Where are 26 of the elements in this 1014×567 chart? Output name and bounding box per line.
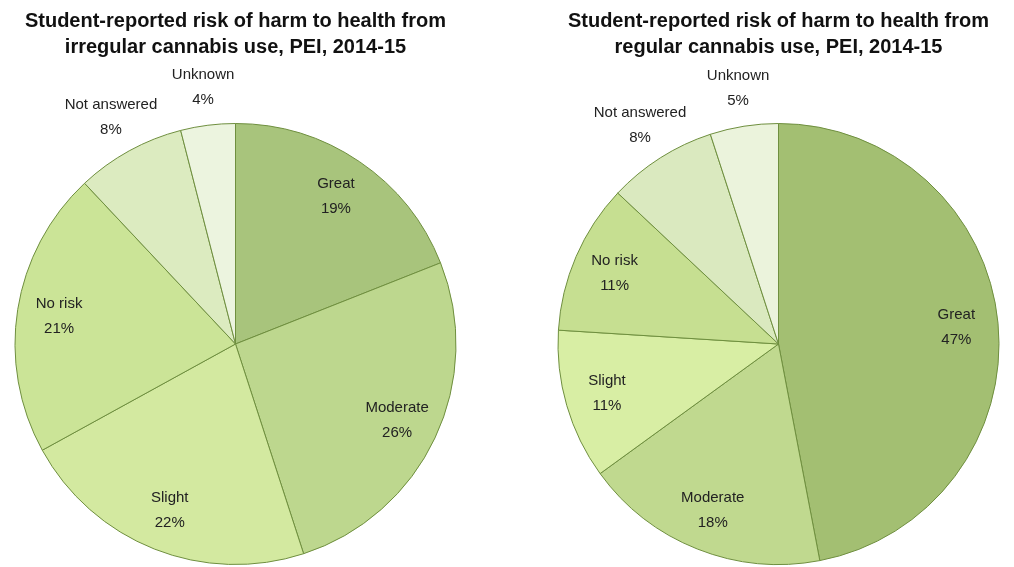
data-label: 8% <box>100 120 122 138</box>
chart-title: Student-reported risk of harm to health from irregular cannabis use, PEI, 2014-15 <box>23 8 448 59</box>
data-label: 26% <box>382 422 413 440</box>
slice-label: Great <box>937 304 976 322</box>
slice-label: Slight <box>588 371 627 389</box>
data-label: 47% <box>941 329 972 347</box>
data-label: 18% <box>697 512 728 530</box>
data-label: 22% <box>154 512 185 530</box>
slice-label: Slight <box>150 487 190 505</box>
slice-label: Moderate <box>681 487 745 505</box>
data-label: 19% <box>320 198 351 216</box>
slice-label: Not answered <box>593 103 687 121</box>
chart-title: Student-reported risk of harm to health from regular cannabis use, PEI, 2014-15 <box>566 8 991 59</box>
slice-label: No risk <box>35 293 83 311</box>
slice-label: Unknown <box>171 65 235 83</box>
data-label: 4% <box>192 90 214 108</box>
slice-label: Not answered <box>64 95 158 113</box>
slice-label: Great <box>317 173 356 191</box>
data-label: 11% <box>600 275 630 293</box>
data-label: 8% <box>629 128 651 146</box>
slice-label: Unknown <box>706 66 770 84</box>
data-label: 5% <box>727 91 749 109</box>
slice-label: No risk <box>591 250 639 268</box>
slice-label: Moderate <box>365 397 429 415</box>
data-label: 21% <box>44 318 75 336</box>
data-label: 11% <box>592 396 622 414</box>
